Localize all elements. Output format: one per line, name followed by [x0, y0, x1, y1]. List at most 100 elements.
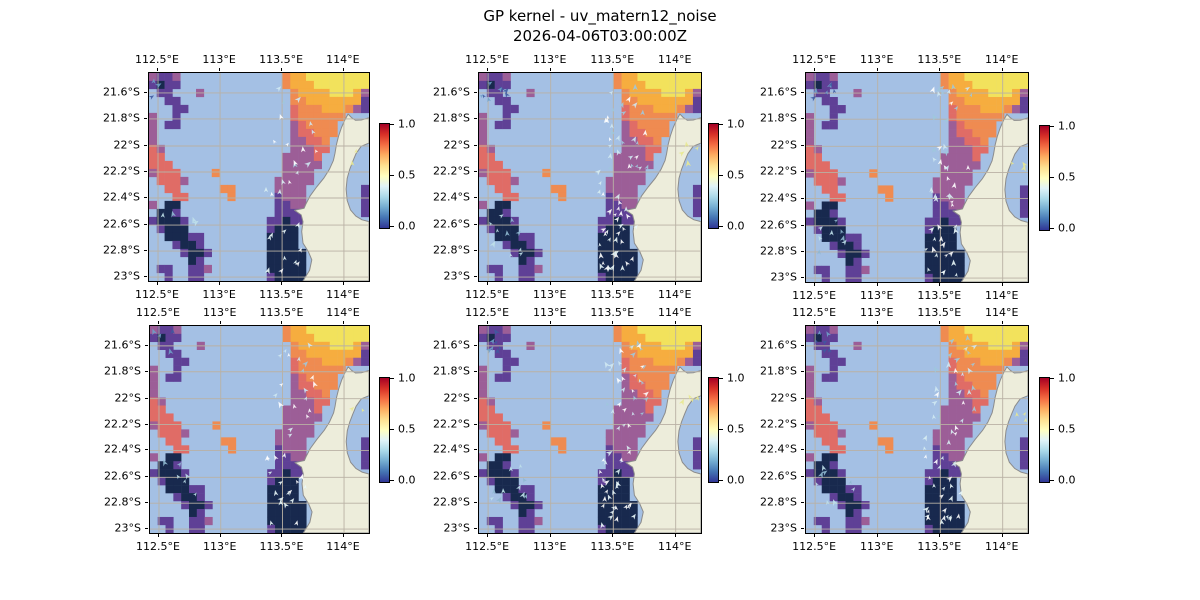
quiver-arrows [152, 328, 365, 526]
x-tick-label: 114°E [984, 540, 1019, 553]
y-tick-label: 22.8°S [760, 495, 797, 509]
colorbar-tick [719, 175, 723, 176]
y-tick-label: 23°S [770, 270, 797, 284]
y-tick-label: 21.8°S [103, 111, 140, 125]
x-tick [157, 321, 159, 324]
colorbar-5 [708, 377, 719, 483]
x-tick [939, 283, 941, 286]
y-tick [474, 276, 477, 278]
x-tick-label: 113.5°E [590, 288, 635, 301]
y-tick [144, 197, 147, 198]
land-coastline [294, 366, 369, 533]
x-tick-label: 113.5°E [590, 306, 635, 319]
colorbar-2 [708, 123, 719, 229]
x-tick-label: 114°E [326, 306, 360, 319]
y-tick-label: 23°S [770, 521, 797, 535]
y-tick-label: 22.4°S [103, 190, 140, 204]
x-tick [549, 321, 551, 324]
quiver-arrows [815, 330, 1028, 526]
y-tick-label: 21.8°S [760, 364, 797, 378]
x-tick [1001, 283, 1003, 286]
y-tick-label: 22.6°S [433, 217, 470, 231]
x-tick-label: 114°E [657, 288, 692, 301]
y-tick [801, 118, 804, 120]
y-tick-label: 22.6°S [433, 469, 470, 483]
x-tick [939, 534, 941, 537]
figure-title: GP kernel - uv_matern12_noise [483, 7, 717, 25]
ocean-cells [479, 73, 701, 281]
y-tick-label: 22.8°S [433, 495, 470, 509]
x-tick-label: 112.5°E [135, 540, 180, 553]
y-tick-label: 22.2°S [433, 164, 470, 178]
y-tick [801, 224, 804, 226]
colorbar-tick-label: 1.0 [727, 117, 745, 131]
y-tick [474, 171, 477, 172]
x-tick [487, 282, 489, 285]
y-tick-label: 21.8°S [433, 111, 470, 125]
subplot-3-axes [805, 72, 1029, 283]
subplot-3-map [806, 73, 1028, 282]
subplot-6-map [806, 326, 1028, 533]
colorbar-tick [390, 378, 394, 379]
x-tick-label: 112.5°E [792, 289, 837, 302]
y-tick-label: 22.8°S [760, 244, 797, 258]
x-tick-label: 113.5°E [259, 306, 304, 319]
y-tick-label: 22.4°S [433, 190, 470, 204]
y-tick-label: 21.6°S [433, 338, 470, 352]
y-tick [801, 528, 804, 530]
y-tick [801, 370, 804, 372]
colorbar-tick [1050, 480, 1054, 481]
y-tick [801, 449, 804, 451]
y-tick [474, 370, 477, 372]
y-tick-label: 22.4°S [104, 442, 141, 456]
x-tick-label: 113°E [203, 306, 237, 319]
y-tick [474, 91, 477, 93]
x-tick-label: 113°E [859, 540, 894, 553]
y-tick-label: 22°S [770, 391, 797, 405]
x-tick-label: 113.5°E [259, 288, 304, 301]
colorbar-tick-label: 0.5 [727, 422, 745, 436]
x-tick-label: 112.5°E [465, 53, 510, 66]
colorbar-tick-label: 0.5 [398, 168, 416, 182]
y-tick-label: 22.8°S [433, 243, 470, 257]
y-tick-label: 22.8°S [104, 495, 141, 509]
colorbar-tick-label: 1.0 [727, 371, 745, 385]
colorbar-tick [719, 124, 723, 125]
x-tick [814, 534, 816, 537]
y-tick [801, 277, 804, 279]
y-tick [474, 117, 477, 119]
y-tick-label: 22.8°S [103, 243, 140, 257]
y-tick [801, 502, 804, 504]
x-tick [674, 282, 676, 285]
y-tick-label: 22.2°S [103, 164, 140, 178]
quiver-arrows [485, 328, 700, 529]
x-tick [281, 534, 283, 537]
colorbar-tick [719, 429, 723, 430]
x-tick [814, 68, 816, 71]
y-tick [145, 344, 148, 346]
x-tick-label: 114°E [984, 306, 1019, 319]
y-tick [144, 145, 147, 146]
subplot-4-map [150, 326, 369, 533]
x-tick-label: 112.5°E [135, 53, 179, 66]
x-tick-label: 113°E [859, 289, 894, 302]
x-tick-label: 113°E [859, 53, 894, 66]
x-tick [674, 534, 676, 537]
colorbar-tick [390, 124, 394, 125]
x-tick-label: 114°E [657, 540, 692, 553]
subplot-5-map [479, 326, 701, 533]
x-tick-label: 112.5°E [792, 306, 837, 319]
colorbar-tick-label: 0.0 [398, 473, 416, 487]
colorbar-tick-label: 0.0 [727, 473, 745, 487]
colorbar-tick [390, 480, 394, 481]
quiver-arrows [810, 82, 1028, 278]
y-tick [145, 397, 148, 399]
x-tick-label: 114°E [326, 288, 360, 301]
colorbar-tick [1050, 429, 1054, 430]
x-tick [342, 282, 344, 285]
subplot-5-axes [478, 325, 702, 534]
x-tick [674, 68, 676, 71]
x-tick [281, 321, 283, 324]
figure-subtitle: 2026-04-06T03:00:00Z [513, 27, 687, 45]
x-tick-label: 113°E [532, 540, 567, 553]
